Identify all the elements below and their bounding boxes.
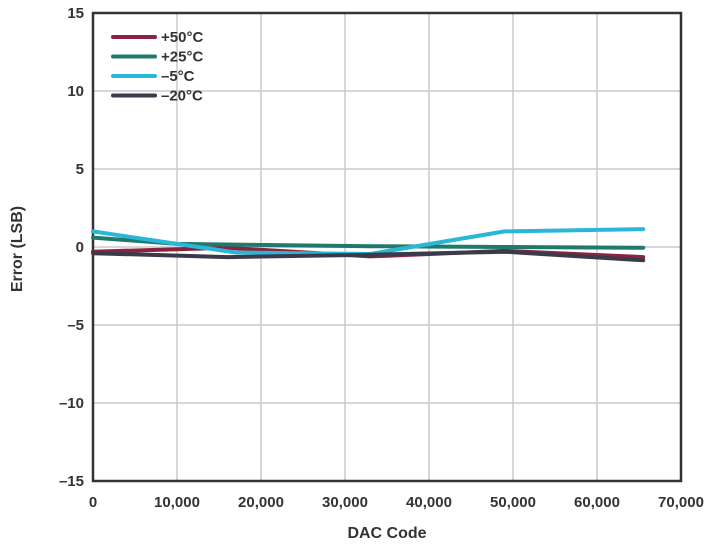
series-line-1 bbox=[91, 235, 646, 250]
series-layer bbox=[91, 227, 646, 263]
x-axis-title: DAC Code bbox=[347, 525, 426, 542]
series-line-2 bbox=[91, 227, 646, 256]
x-tick-label: 20,000 bbox=[238, 494, 284, 511]
legend-label: +50°C bbox=[161, 29, 203, 46]
y-axis-ticks: 15 10 5 0 –5 –10 –15 bbox=[59, 5, 84, 490]
x-tick-label: 30,000 bbox=[322, 494, 368, 511]
series-line-3 bbox=[91, 249, 646, 263]
x-tick-label: 40,000 bbox=[406, 494, 452, 511]
x-tick-label: 70,000 bbox=[658, 494, 704, 511]
x-tick-label: 0 bbox=[89, 494, 97, 511]
y-tick-label: –15 bbox=[59, 473, 84, 490]
x-axis-ticks: 0 10,000 20,000 30,000 40,000 50,000 60,000 70,… bbox=[89, 494, 704, 511]
x-tick-label: 60,000 bbox=[574, 494, 620, 511]
x-tick-label: 10,000 bbox=[154, 494, 200, 511]
y-tick-label: 5 bbox=[76, 161, 84, 178]
y-axis-title: Error (LSB) bbox=[9, 206, 26, 292]
plot-frame bbox=[91, 11, 683, 483]
y-tick-label: 0 bbox=[76, 239, 84, 256]
legend-label: +25°C bbox=[161, 49, 203, 66]
y-tick-label: 10 bbox=[67, 83, 84, 100]
legend: +50°C +25°C –5°C –20°C bbox=[111, 29, 203, 105]
y-tick-label: –10 bbox=[59, 395, 84, 412]
legend-label: –5°C bbox=[161, 68, 195, 85]
x-tick-label: 50,000 bbox=[490, 494, 536, 511]
y-tick-label: –5 bbox=[67, 317, 84, 334]
y-tick-label: 15 bbox=[67, 5, 84, 22]
legend-label: –20°C bbox=[161, 88, 203, 105]
